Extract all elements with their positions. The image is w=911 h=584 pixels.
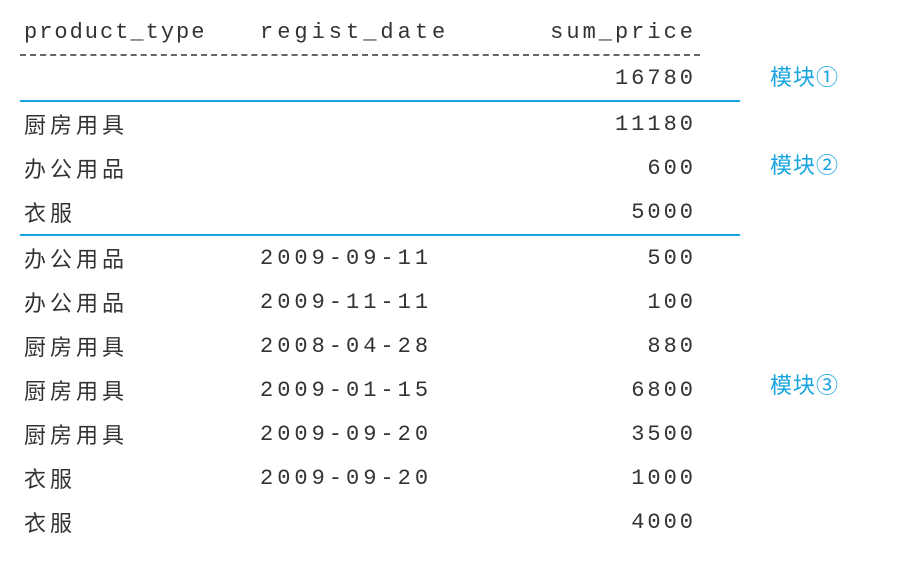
cell-sum-price: 100 [520, 290, 700, 315]
table-row: 16780 [20, 56, 740, 100]
cell-sum-price: 600 [520, 156, 700, 181]
table-container: product_type regist_date sum_price 16780… [20, 10, 891, 544]
cell-sum-price: 500 [520, 246, 700, 271]
cell-sum-price: 6800 [520, 378, 700, 403]
cell-regist-date: 2009-09-20 [260, 466, 520, 491]
table-row: 衣服 2009-09-20 1000 [20, 456, 740, 500]
annotations-column: 模块① 模块② 模块③ [740, 10, 839, 406]
header-product-type: product_type [20, 20, 260, 45]
annotation-block1: 模块① [770, 54, 839, 98]
table-header-row: product_type regist_date sum_price [20, 10, 740, 54]
cell-regist-date: 2009-09-20 [260, 422, 520, 447]
header-regist-date: regist_date [260, 20, 520, 45]
cell-regist-date: 2008-04-28 [260, 334, 520, 359]
cell-sum-price: 3500 [520, 422, 700, 447]
cell-product-type: 厨房用具 [20, 418, 260, 450]
table-row: 办公用品 2009-09-11 500 [20, 236, 740, 280]
table-row: 衣服 4000 [20, 500, 740, 544]
cell-sum-price: 4000 [520, 510, 700, 535]
cell-product-type: 衣服 [20, 506, 260, 538]
cell-regist-date: 2009-09-11 [260, 246, 520, 271]
cell-sum-price: 1000 [520, 466, 700, 491]
table-row: 厨房用具 2009-09-20 3500 [20, 412, 740, 456]
cell-product-type: 厨房用具 [20, 330, 260, 362]
data-table: product_type regist_date sum_price 16780… [20, 10, 740, 544]
table-row: 厨房用具 11180 [20, 102, 740, 146]
cell-sum-price: 11180 [520, 112, 700, 137]
annotation-block3: 模块③ [770, 362, 839, 406]
header-sum-price: sum_price [520, 20, 700, 45]
cell-product-type: 厨房用具 [20, 108, 260, 140]
spacer [770, 10, 839, 54]
spacer [770, 186, 839, 230]
cell-sum-price: 5000 [520, 200, 700, 225]
spacer [770, 318, 839, 362]
cell-product-type: 衣服 [20, 196, 260, 228]
cell-product-type: 办公用品 [20, 242, 260, 274]
cell-sum-price: 880 [520, 334, 700, 359]
cell-product-type: 办公用品 [20, 286, 260, 318]
spacer [770, 98, 839, 142]
cell-product-type: 衣服 [20, 462, 260, 494]
table-row: 办公用品 2009-11-11 100 [20, 280, 740, 324]
table-row: 衣服 5000 [20, 190, 740, 234]
annotation-block2: 模块② [770, 142, 839, 186]
table-row: 厨房用具 2008-04-28 880 [20, 324, 740, 368]
table-row: 厨房用具 2009-01-15 6800 [20, 368, 740, 412]
cell-product-type: 厨房用具 [20, 374, 260, 406]
spacer [770, 230, 839, 274]
cell-regist-date: 2009-01-15 [260, 378, 520, 403]
cell-regist-date: 2009-11-11 [260, 290, 520, 315]
cell-product-type: 办公用品 [20, 152, 260, 184]
cell-sum-price: 16780 [520, 66, 700, 91]
table-row: 办公用品 600 [20, 146, 740, 190]
spacer [770, 274, 839, 318]
